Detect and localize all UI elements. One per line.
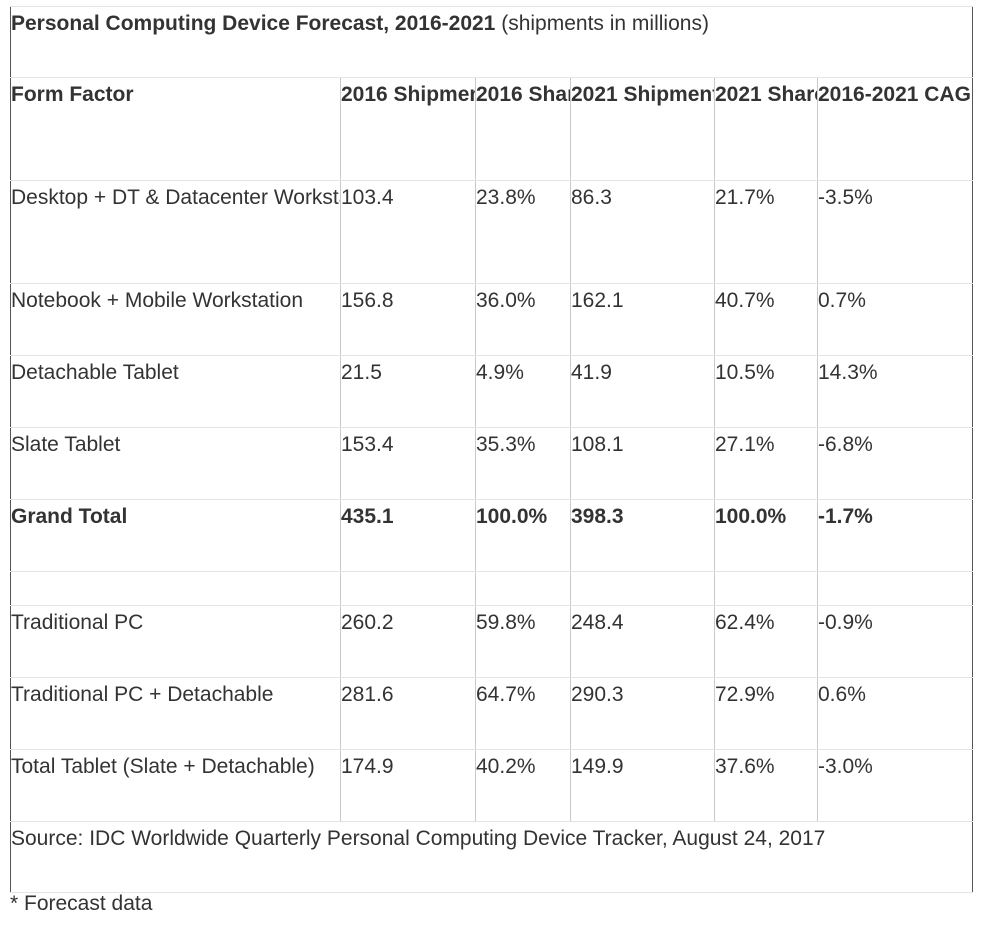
cell-2021-shipments: 398.3: [570, 499, 715, 572]
cell-2016-shipments: 21.5: [340, 355, 476, 428]
cell-2016-shipments: 153.4: [340, 427, 476, 500]
table-row: Notebook + Mobile Workstation 156.8 36.0…: [10, 283, 973, 356]
cell-cagr: -3.5%: [816, 180, 973, 284]
cell-2016-shipments: 435.1: [340, 499, 476, 572]
header-2021-shipments: 2021 Shipments*: [570, 77, 715, 181]
cell-cagr: 0.7%: [816, 283, 973, 356]
cell-2021-share: 37.6%: [714, 749, 818, 822]
spacer-cell: [816, 571, 973, 606]
forecast-table-container: Personal Computing Device Forecast, 2016…: [10, 6, 974, 893]
table-row: Traditional PC + Detachable 281.6 64.7% …: [10, 677, 973, 750]
cell-2016-share: 36.0%: [475, 283, 571, 356]
table-row: Traditional PC 260.2 59.8% 248.4 62.4% -…: [10, 605, 973, 678]
spacer-cell: [475, 571, 571, 606]
header-2016-shipments: 2016 Shipments: [340, 77, 476, 181]
cell-2021-share: 10.5%: [714, 355, 818, 428]
cell-2016-share: 100.0%: [475, 499, 571, 572]
cell-cagr: 14.3%: [816, 355, 973, 428]
row-label: Grand Total: [10, 499, 341, 572]
table-row: Slate Tablet 153.4 35.3% 108.1 27.1% -6.…: [10, 427, 973, 500]
cell-cagr: -1.7%: [816, 499, 973, 572]
cell-2016-share: 40.2%: [475, 749, 571, 822]
table-title-main: Personal Computing Device Forecast, 2016…: [11, 12, 496, 35]
spacer-row: [10, 571, 973, 606]
cell-cagr: 0.6%: [816, 677, 973, 750]
table-title-row: Personal Computing Device Forecast, 2016…: [10, 6, 973, 78]
cell-cagr: -6.8%: [816, 427, 973, 500]
cell-2021-shipments: 41.9: [570, 355, 715, 428]
cell-2021-shipments: 290.3: [570, 677, 715, 750]
row-label: Notebook + Mobile Workstation: [10, 283, 341, 356]
cell-2016-share: 64.7%: [475, 677, 571, 750]
forecast-table: Personal Computing Device Forecast, 2016…: [10, 6, 974, 893]
cell-cagr: -3.0%: [816, 749, 973, 822]
table-title-unit: (shipments in millions): [495, 12, 709, 35]
spacer-cell: [570, 571, 715, 606]
cell-2021-share: 72.9%: [714, 677, 818, 750]
cell-2021-share: 27.1%: [714, 427, 818, 500]
grand-total-row: Grand Total 435.1 100.0% 398.3 100.0% -1…: [10, 499, 973, 572]
cell-2021-shipments: 86.3: [570, 180, 715, 284]
table-row: Total Tablet (Slate + Detachable) 174.9 …: [10, 749, 973, 822]
cell-2016-share: 23.8%: [475, 180, 571, 284]
header-row: Form Factor 2016 Shipments 2016 Share 20…: [10, 77, 973, 181]
table-row: Detachable Tablet 21.5 4.9% 41.9 10.5% 1…: [10, 355, 973, 428]
row-label: Desktop + DT & Datacenter Workstation: [10, 180, 341, 284]
cell-2016-shipments: 281.6: [340, 677, 476, 750]
cell-2021-shipments: 149.9: [570, 749, 715, 822]
cell-cagr: -0.9%: [816, 605, 973, 678]
cell-2021-share: 21.7%: [714, 180, 818, 284]
source-text: Source: IDC Worldwide Quarterly Personal…: [10, 821, 973, 893]
row-label: Total Tablet (Slate + Detachable): [10, 749, 341, 822]
footnote: * Forecast data: [10, 892, 153, 915]
header-2021-share: 2021 Share*: [714, 77, 818, 181]
row-label: Detachable Tablet: [10, 355, 341, 428]
spacer-cell: [10, 571, 341, 606]
cell-2021-shipments: 162.1: [570, 283, 715, 356]
header-cagr: 2016-2021 CAGR*: [816, 77, 973, 181]
cell-2016-shipments: 260.2: [340, 605, 476, 678]
row-label: Slate Tablet: [10, 427, 341, 500]
cell-2021-share: 62.4%: [714, 605, 818, 678]
header-2016-share: 2016 Share: [475, 77, 571, 181]
row-label: Traditional PC + Detachable: [10, 677, 341, 750]
cell-2016-share: 4.9%: [475, 355, 571, 428]
spacer-cell: [714, 571, 818, 606]
cell-2016-shipments: 103.4: [340, 180, 476, 284]
cell-2021-shipments: 108.1: [570, 427, 715, 500]
cell-2016-shipments: 174.9: [340, 749, 476, 822]
cell-2021-shipments: 248.4: [570, 605, 715, 678]
header-form-factor: Form Factor: [10, 77, 341, 181]
cell-2021-share: 100.0%: [714, 499, 818, 572]
spacer-cell: [340, 571, 476, 606]
cell-2021-share: 40.7%: [714, 283, 818, 356]
table-title: Personal Computing Device Forecast, 2016…: [10, 6, 973, 78]
cell-2016-share: 59.8%: [475, 605, 571, 678]
cell-2016-share: 35.3%: [475, 427, 571, 500]
row-label: Traditional PC: [10, 605, 341, 678]
source-row: Source: IDC Worldwide Quarterly Personal…: [10, 821, 973, 893]
cell-2016-shipments: 156.8: [340, 283, 476, 356]
table-row: Desktop + DT & Datacenter Workstation 10…: [10, 180, 973, 284]
